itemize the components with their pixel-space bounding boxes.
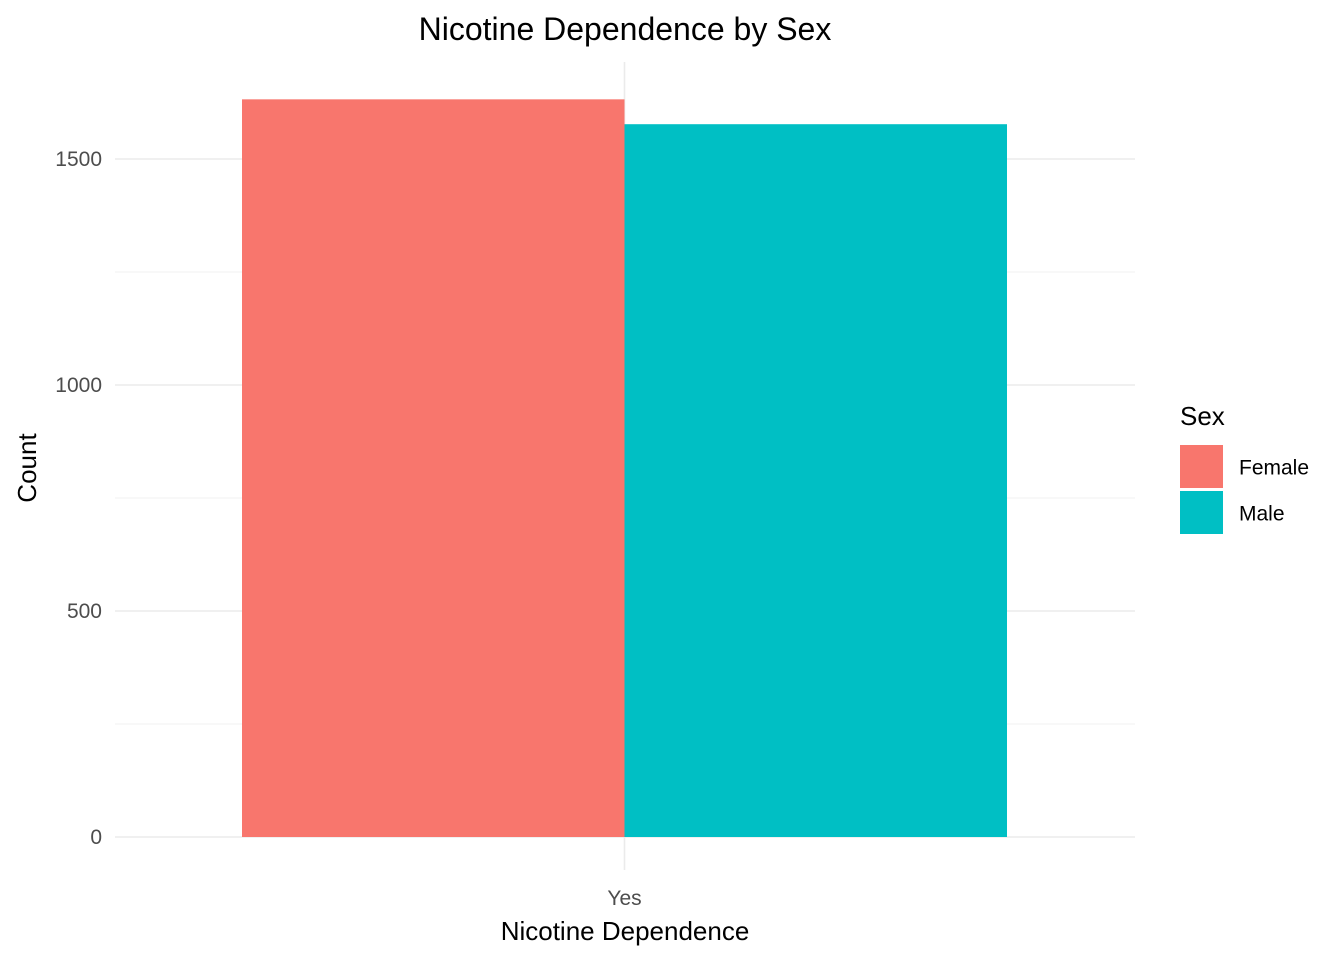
legend-label-male: Male	[1239, 503, 1285, 526]
legend-key-female	[1180, 445, 1223, 488]
x-tick-label: Yes	[607, 887, 641, 910]
bar-male	[624, 124, 1007, 838]
y-tick-label: 1500	[55, 148, 102, 171]
x-axis-title: Nicotine Dependence	[501, 916, 750, 946]
legend-label-female: Female	[1239, 457, 1309, 480]
chart-title: Nicotine Dependence by Sex	[419, 11, 832, 47]
x-axis-ticks: Yes	[607, 887, 641, 910]
bar-female	[242, 99, 625, 837]
legend-title: Sex	[1180, 401, 1225, 431]
y-tick-label: 500	[67, 600, 102, 623]
y-axis-title: Count	[12, 433, 42, 503]
y-tick-label: 0	[90, 826, 102, 849]
bars	[242, 99, 1007, 838]
y-axis-ticks: 0 500 1000 1500	[55, 148, 102, 849]
legend: Sex Female Male	[1180, 401, 1309, 534]
legend-key-male	[1180, 491, 1223, 534]
y-tick-label: 1000	[55, 374, 102, 397]
